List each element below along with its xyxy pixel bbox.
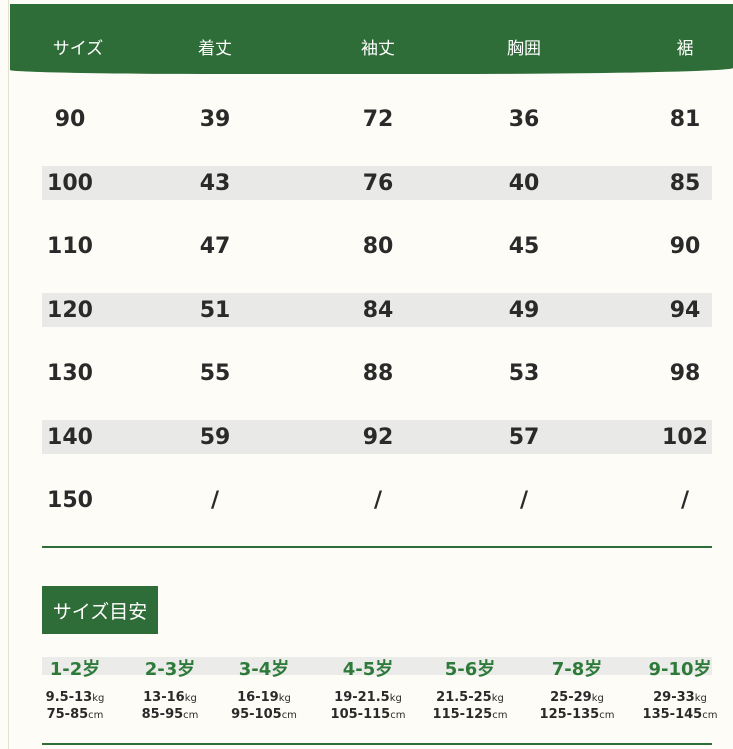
size-guide-title: サイズ目安 [42, 586, 158, 634]
age-label: 1-2岁 [49, 659, 101, 680]
table-row: 120 51 84 49 94 [42, 292, 712, 327]
weight: 13-16 [143, 690, 185, 705]
table-cell: 76 [362, 170, 394, 196]
header-cell: 袖丈 [361, 39, 395, 59]
size-measure: 19-21.5kg 105-115cm [331, 690, 406, 724]
height: 135-145 [642, 707, 703, 722]
table-cell: 85 [669, 170, 701, 196]
divider [42, 546, 712, 548]
table-cell: 36 [508, 107, 540, 132]
table-header: サイズ 着丈 袖丈 胸囲 裾 [10, 4, 733, 74]
weight: 25-29 [550, 690, 592, 705]
size-measure: 29-33kg 135-145cm [643, 690, 718, 724]
height: 75-85 [46, 707, 89, 722]
table-cell: 45 [508, 234, 540, 259]
table-cell: 57 [508, 424, 540, 450]
table-cell: 130 [47, 361, 93, 386]
table-cell: 51 [199, 297, 231, 323]
table-cell: / [519, 488, 529, 513]
header-cell: 胸囲 [507, 39, 541, 59]
divider [42, 743, 712, 745]
table-cell: 102 [662, 424, 708, 450]
weight: 21.5-25 [436, 690, 492, 705]
header-cell: 着丈 [198, 39, 232, 59]
table-row: 140 59 92 57 102 [42, 419, 712, 454]
header-cell: サイズ [52, 39, 104, 59]
kg-unit: kg [591, 693, 604, 704]
header-cell: 裾 [676, 39, 694, 59]
cm-unit: cm [281, 710, 297, 721]
table-cell: 81 [669, 107, 701, 132]
table-cell: / [210, 488, 220, 513]
age-label: 4-5岁 [342, 659, 394, 680]
height: 95-105 [231, 707, 282, 722]
table-cell: 88 [362, 361, 394, 386]
size-measure: 25-29kg 125-135cm [540, 690, 615, 724]
kg-unit: kg [491, 693, 504, 704]
cm-unit: cm [492, 710, 508, 721]
age-label: 2-3岁 [144, 659, 196, 680]
cm-unit: cm [88, 710, 104, 721]
table-cell: / [373, 488, 383, 513]
weight: 9.5-13 [45, 690, 93, 705]
page-edge [8, 0, 9, 749]
table-cell: 49 [508, 297, 540, 323]
table-cell: 59 [199, 424, 231, 450]
table-cell: 80 [362, 234, 394, 259]
size-measure: 21.5-25kg 115-125cm [433, 690, 508, 724]
size-measure: 9.5-13kg 75-85cm [46, 690, 105, 724]
age-bar [42, 657, 712, 675]
size-measure: 16-19kg 95-105cm [231, 690, 297, 724]
cm-unit: cm [702, 710, 718, 721]
table-cell: 92 [362, 424, 394, 450]
table-cell: / [680, 488, 690, 513]
table-cell: 55 [199, 361, 231, 386]
kg-unit: kg [694, 693, 707, 704]
table-cell: 39 [199, 107, 231, 132]
table-cell: 94 [669, 297, 701, 323]
table-cell: 53 [508, 361, 540, 386]
table-row: 90 39 72 36 81 [42, 102, 712, 136]
age-label: 3-4岁 [238, 659, 290, 680]
table-cell: 90 [669, 234, 701, 259]
height: 125-135 [539, 707, 600, 722]
cm-unit: cm [183, 710, 199, 721]
age-label: 7-8岁 [551, 659, 603, 680]
height: 115-125 [432, 707, 493, 722]
table-cell: 43 [199, 170, 231, 196]
table-cell: 72 [362, 107, 394, 132]
table-cell: 100 [47, 170, 93, 196]
table-row: 150 / / / / [42, 483, 712, 517]
age-label: 9-10岁 [648, 659, 712, 680]
table-row: 110 47 80 45 90 [42, 229, 712, 263]
weight: 19-21.5 [334, 690, 390, 705]
size-measure: 13-16kg 85-95cm [142, 690, 199, 724]
table-cell: 47 [199, 234, 231, 259]
kg-unit: kg [184, 693, 197, 704]
weight: 16-19 [237, 690, 279, 705]
kg-unit: kg [389, 693, 402, 704]
table-cell: 150 [47, 488, 93, 513]
table-cell: 40 [508, 170, 540, 196]
kg-unit: kg [92, 693, 105, 704]
height: 85-95 [141, 707, 184, 722]
table-cell: 98 [669, 361, 701, 386]
table-cell: 120 [47, 297, 93, 323]
table-cell: 140 [47, 424, 93, 450]
height: 105-115 [330, 707, 391, 722]
table-cell: 84 [362, 297, 394, 323]
table-cell: 110 [47, 234, 93, 259]
table-cell: 90 [54, 107, 86, 132]
cm-unit: cm [390, 710, 406, 721]
table-row: 100 43 76 40 85 [42, 165, 712, 200]
weight: 29-33 [653, 690, 695, 705]
cm-unit: cm [599, 710, 615, 721]
table-row: 130 55 88 53 98 [42, 356, 712, 390]
kg-unit: kg [278, 693, 291, 704]
age-label: 5-6岁 [444, 659, 496, 680]
